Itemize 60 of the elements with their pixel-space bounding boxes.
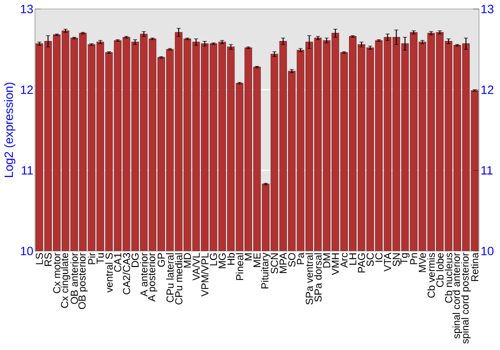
- x-tick-label: Retina: [470, 252, 478, 282]
- x-tick-label: RS: [44, 253, 52, 266]
- x-tick-label: spinal cord anterior: [452, 252, 462, 339]
- x-tick-label: Cx motor: [53, 252, 60, 294]
- x-tick-label: IC: [375, 252, 382, 262]
- y-tick-label: 10: [20, 246, 33, 256]
- y2-tick-label: 13: [482, 4, 494, 14]
- x-tick-label: Pn: [410, 253, 418, 264]
- x-tick-label: Tg: [400, 253, 410, 264]
- y-axis-title: Log2 (expression): [4, 82, 16, 178]
- x-tick-label: DG: [132, 253, 139, 267]
- x-tick-label: Pineal: [236, 253, 244, 280]
- x-tick-label: VPM/VPL: [201, 252, 208, 296]
- x-tick-label: ME: [254, 253, 260, 267]
- x-tick-label: SN: [392, 253, 400, 266]
- x-tick-label: CPu medial: [174, 253, 182, 304]
- x-tick-label: VMH: [332, 253, 339, 276]
- x-tick-label: Arc: [340, 252, 348, 268]
- x-tick-label: Cb nucleus: [444, 252, 452, 303]
- x-tick-label: A anterior: [140, 252, 148, 297]
- y2-tick-label: 11: [482, 166, 492, 174]
- x-tick-label: Hb: [227, 253, 235, 265]
- x-tick-label: SC: [366, 252, 374, 266]
- x-tick-label: SCN: [270, 253, 278, 274]
- x-tick-label: SPa ventral: [306, 253, 313, 305]
- x-tick-label: Cb lobe: [436, 253, 444, 288]
- x-tick-label: spinal cord posterior: [461, 252, 471, 344]
- x-tick-label: SO: [288, 253, 296, 267]
- x-tick-label: Pituitary: [260, 252, 270, 288]
- x-tick-label: MPA: [280, 252, 287, 273]
- x-tick-label: M: [244, 253, 252, 260]
- x-tick-label: LH: [349, 253, 356, 265]
- x-tick-label: GP: [158, 253, 165, 267]
- x-tick-label: Tu: [96, 253, 104, 264]
- y-tick-label: 12: [20, 85, 33, 94]
- x-tick-label: OB anterior: [70, 252, 78, 304]
- x-tick-label: A posterior: [148, 252, 158, 302]
- x-tick-label: DM: [323, 253, 330, 268]
- x-tick-label: Pir: [88, 252, 96, 264]
- x-tick-label: PAG: [358, 253, 366, 272]
- x-tick-label: CA1: [114, 253, 122, 272]
- x-tick-label: SPa dorsal: [314, 253, 322, 302]
- x-tick-label: Pa: [296, 252, 304, 264]
- x-tick-label: CA2/CA3: [122, 253, 130, 294]
- x-tick-label: CPu lateral: [166, 253, 174, 302]
- x-tick-label: MD: [184, 253, 191, 268]
- x-tick-label: Cx cingulate: [60, 253, 70, 308]
- y-tick-label: 11: [22, 166, 33, 174]
- x-tick-label: MVe: [418, 253, 426, 272]
- x-tick-label: LG: [210, 253, 218, 266]
- y-tick-label: 13: [20, 4, 33, 14]
- x-tick-label: MG: [218, 253, 226, 268]
- x-tick-label: VA/VL: [192, 252, 200, 281]
- x-tick-label: VTA: [384, 252, 392, 272]
- x-tick-label: OB posterior: [78, 252, 88, 309]
- x-tick-label: LS: [36, 253, 43, 264]
- y2-tick-label: 10: [482, 246, 494, 256]
- y2-tick-label: 12: [482, 85, 494, 94]
- x-tick-label: ventral S: [105, 253, 113, 293]
- x-tick-label: Cb vermis: [427, 252, 435, 298]
